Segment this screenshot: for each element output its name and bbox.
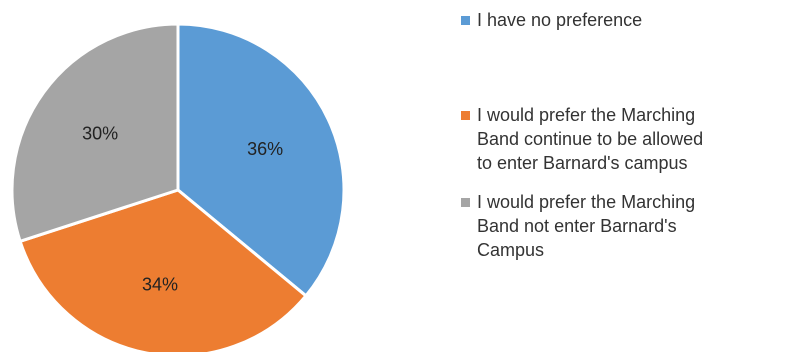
legend-swatch-no-preference bbox=[461, 16, 470, 25]
data-label-not-enter: 30% bbox=[82, 123, 118, 143]
pie-slice-continue-allowed bbox=[18, 188, 308, 352]
legend-line: Band not enter Barnard's bbox=[477, 216, 677, 236]
legend-item-continue-allowed: I would prefer the Marching Band continue… bbox=[461, 103, 790, 175]
legend-line: Band continue to be allowed bbox=[477, 129, 704, 149]
legend-swatch-continue-allowed bbox=[461, 111, 470, 120]
legend-label-continue-allowed: I would prefer the Marching Band continue… bbox=[477, 103, 790, 175]
pie-chart-plot: 36% 34% 30% bbox=[10, 22, 346, 352]
legend-label-not-enter: I would prefer the Marching Band not ente… bbox=[477, 190, 790, 262]
data-label-no-preference: 36% bbox=[247, 139, 283, 159]
legend-line: Campus bbox=[477, 240, 545, 260]
legend-line: to enter Barnard's campus bbox=[477, 153, 688, 173]
legend-line: I would prefer the Marching bbox=[477, 105, 696, 125]
pie-slices bbox=[10, 22, 346, 352]
data-label-continue-allowed: 34% bbox=[142, 275, 178, 295]
legend-item-not-enter: I would prefer the Marching Band not ente… bbox=[461, 190, 790, 262]
pie-slice-not-enter bbox=[10, 22, 180, 243]
legend-swatch-not-enter bbox=[461, 198, 470, 207]
pie-data-labels: 36% 34% 30% bbox=[82, 123, 283, 294]
pie-slice-no-preference bbox=[176, 22, 346, 298]
legend-line: I would prefer the Marching bbox=[477, 192, 696, 212]
legend-label-no-preference: I have no preference bbox=[477, 8, 790, 32]
chart-legend: I have no preference I would prefer the … bbox=[461, 0, 790, 352]
legend-item-no-preference: I have no preference bbox=[461, 8, 790, 32]
legend-line: I have no preference bbox=[477, 10, 643, 30]
